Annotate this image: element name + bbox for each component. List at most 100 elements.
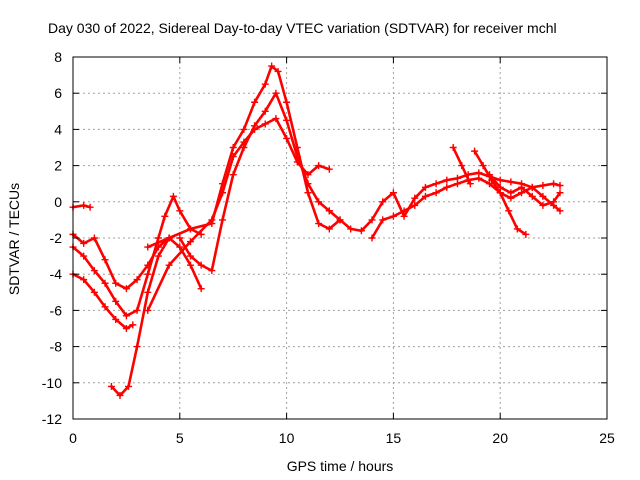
data-point-marker (293, 153, 301, 161)
data-point-marker (304, 189, 312, 197)
data-point-marker (86, 203, 94, 211)
data-point-marker (556, 182, 564, 190)
data-point-marker (240, 125, 248, 133)
grid-lines (73, 57, 607, 419)
data-point-marker (229, 171, 237, 179)
data-point-marker (528, 183, 536, 191)
data-point-marker (165, 261, 173, 269)
data-point-marker (186, 225, 194, 233)
data-point-marker (112, 297, 120, 305)
data-point-marker (101, 303, 109, 311)
data-point-marker (261, 80, 269, 88)
y-tick-label: -8 (50, 339, 63, 355)
data-point-marker (90, 267, 98, 275)
data-point-marker (513, 225, 521, 233)
data-point-marker (274, 67, 282, 75)
data-point-marker (208, 267, 216, 275)
data-point-marker (251, 98, 259, 106)
data-point-marker (550, 180, 558, 188)
data-point-marker (283, 116, 291, 124)
data-point-marker (507, 178, 515, 186)
y-tick-label: 8 (54, 49, 62, 65)
data-point-marker (122, 312, 130, 320)
data-point-marker (315, 162, 323, 170)
data-point-marker (389, 212, 397, 220)
data-point-marker (432, 189, 440, 197)
data-point-marker (169, 192, 177, 200)
chart-title: Day 030 of 2022, Sidereal Day-to-day VTE… (48, 20, 557, 36)
y-tick-label: 0 (54, 194, 62, 210)
data-point-marker (507, 189, 515, 197)
data-point-marker (336, 216, 344, 224)
data-point-marker (486, 171, 494, 179)
data-point-marker (219, 180, 227, 188)
data-point-marker (475, 174, 483, 182)
data-point-marker (347, 225, 355, 233)
data-point-marker (479, 162, 487, 170)
data-point-marker (379, 216, 387, 224)
data-point-marker (315, 198, 323, 206)
data-point-marker (165, 234, 173, 242)
data-point-marker (496, 176, 504, 184)
data-point-marker (421, 192, 429, 200)
data-point-marker (240, 144, 248, 151)
data-point-marker (389, 189, 397, 197)
data-point-marker (432, 180, 440, 188)
data-point-marker (411, 194, 419, 202)
data-point-marker (133, 306, 141, 314)
data-point-marker (522, 230, 530, 238)
data-point-marker (466, 180, 474, 188)
x-tick-label: 25 (599, 430, 615, 446)
data-point-marker (325, 207, 333, 215)
x-tick-label: 5 (176, 430, 184, 446)
data-point-marker (368, 234, 376, 242)
data-point-marker (116, 391, 124, 399)
data-point-marker (133, 343, 141, 351)
data-point-marker (144, 243, 152, 251)
y-tick-label: -6 (50, 302, 63, 318)
data-point-marker (112, 315, 120, 323)
data-point-marker (112, 279, 120, 287)
data-point-marker (325, 165, 333, 173)
data-point-marker (144, 270, 152, 278)
data-point-marker (186, 238, 194, 246)
data-point-marker (90, 288, 98, 296)
data-point-marker (268, 62, 276, 70)
data-point-marker (449, 144, 457, 151)
data-point-marker (368, 216, 376, 224)
axis-ticks: 0 5 10 15 20 25 -12 -10 -8 -6 -4 -2 0 2 4 6 8 (42, 49, 615, 446)
data-point-marker (505, 207, 513, 215)
data-point-marker (496, 183, 504, 191)
y-axis-label: SDTVAR / TECUs (6, 183, 22, 295)
x-tick-label: 15 (386, 430, 402, 446)
data-point-marker (556, 207, 564, 215)
series-track-3 (71, 195, 203, 318)
x-axis-label: GPS time / hours (287, 458, 394, 474)
data-point-marker (144, 288, 152, 296)
data-point-marker (272, 115, 280, 123)
data-point-marker (458, 162, 466, 170)
y-tick-label: -4 (50, 266, 63, 282)
data-point-marker (261, 120, 269, 128)
data-point-marker (283, 98, 291, 106)
data-point-marker (197, 285, 205, 293)
x-tick-label: 0 (69, 430, 77, 446)
y-tick-label: -2 (50, 230, 63, 246)
data-point-marker (122, 325, 130, 332)
data-point-marker (283, 134, 291, 142)
data-point-marker (186, 261, 194, 269)
data-point-marker (80, 252, 88, 260)
y-tick-label: 4 (54, 121, 62, 137)
data-point-marker (486, 180, 494, 188)
data-point-marker (129, 321, 137, 329)
data-point-marker (471, 147, 479, 155)
data-point-marker (186, 252, 194, 260)
data-point-marker (80, 201, 88, 209)
data-point-marker (176, 243, 184, 251)
data-point-marker (539, 182, 547, 190)
data-point-marker (133, 276, 141, 284)
data-point-marker (80, 239, 88, 247)
data-point-marker (144, 306, 152, 314)
